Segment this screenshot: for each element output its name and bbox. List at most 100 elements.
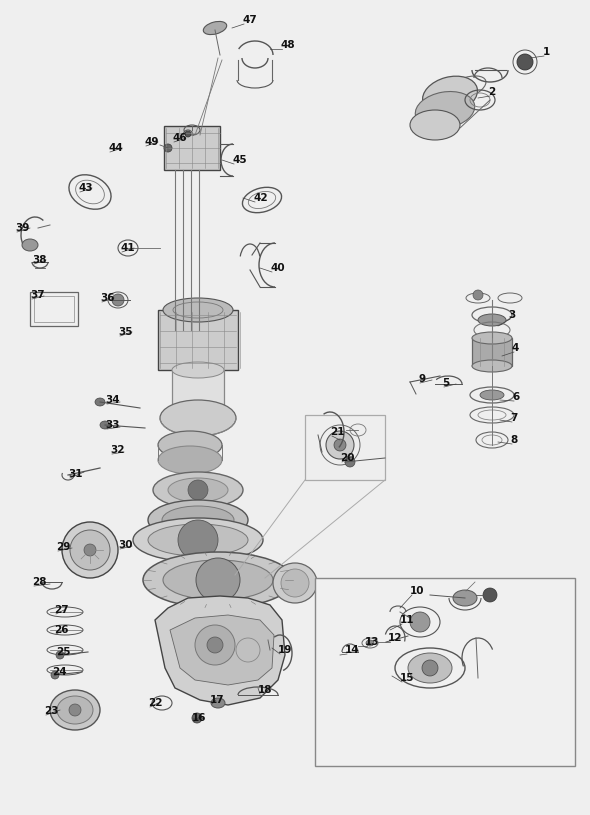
Text: 16: 16 bbox=[192, 713, 206, 723]
Ellipse shape bbox=[472, 332, 512, 344]
Ellipse shape bbox=[326, 431, 354, 459]
Ellipse shape bbox=[334, 439, 346, 451]
Text: 49: 49 bbox=[144, 137, 159, 147]
Text: 17: 17 bbox=[210, 695, 225, 705]
Ellipse shape bbox=[453, 590, 477, 606]
Ellipse shape bbox=[153, 472, 243, 508]
Text: 8: 8 bbox=[510, 435, 517, 445]
Ellipse shape bbox=[148, 500, 248, 540]
Ellipse shape bbox=[22, 239, 38, 251]
Ellipse shape bbox=[204, 21, 227, 34]
Text: 38: 38 bbox=[32, 255, 47, 265]
Ellipse shape bbox=[473, 290, 483, 300]
Text: 20: 20 bbox=[340, 453, 355, 463]
Ellipse shape bbox=[163, 560, 273, 600]
Ellipse shape bbox=[163, 298, 233, 322]
Ellipse shape bbox=[188, 480, 208, 500]
Text: 40: 40 bbox=[270, 263, 284, 273]
Bar bbox=[172, 370, 224, 410]
Text: 31: 31 bbox=[68, 469, 83, 479]
Ellipse shape bbox=[162, 506, 234, 534]
Text: 28: 28 bbox=[32, 577, 47, 587]
Text: 41: 41 bbox=[120, 243, 135, 253]
Ellipse shape bbox=[143, 552, 293, 608]
Text: 33: 33 bbox=[105, 420, 120, 430]
Ellipse shape bbox=[211, 698, 225, 708]
Text: 14: 14 bbox=[345, 645, 360, 655]
Text: 9: 9 bbox=[418, 374, 425, 384]
Ellipse shape bbox=[158, 431, 222, 459]
Ellipse shape bbox=[281, 569, 309, 597]
Ellipse shape bbox=[133, 518, 263, 562]
Text: 12: 12 bbox=[388, 633, 402, 643]
Text: 47: 47 bbox=[242, 15, 257, 25]
Text: 30: 30 bbox=[118, 540, 133, 550]
Ellipse shape bbox=[51, 671, 59, 679]
Text: 24: 24 bbox=[52, 667, 67, 677]
Text: 23: 23 bbox=[44, 706, 58, 716]
Text: 42: 42 bbox=[253, 193, 268, 203]
Text: 7: 7 bbox=[510, 413, 517, 423]
Text: 10: 10 bbox=[410, 586, 424, 596]
Ellipse shape bbox=[345, 457, 355, 467]
Text: 2: 2 bbox=[488, 87, 495, 97]
Ellipse shape bbox=[50, 690, 100, 730]
Text: 34: 34 bbox=[105, 395, 120, 405]
Ellipse shape bbox=[69, 704, 81, 716]
Text: 1: 1 bbox=[543, 47, 550, 57]
Ellipse shape bbox=[56, 651, 64, 659]
Ellipse shape bbox=[178, 520, 218, 560]
Ellipse shape bbox=[517, 54, 533, 70]
Bar bbox=[315, 578, 575, 766]
Ellipse shape bbox=[422, 660, 438, 676]
Text: 48: 48 bbox=[280, 40, 294, 50]
Polygon shape bbox=[155, 596, 285, 705]
Ellipse shape bbox=[422, 76, 477, 114]
Ellipse shape bbox=[70, 530, 110, 570]
Ellipse shape bbox=[172, 362, 224, 378]
Ellipse shape bbox=[164, 144, 172, 152]
Polygon shape bbox=[170, 615, 274, 685]
Ellipse shape bbox=[207, 637, 223, 653]
Ellipse shape bbox=[196, 558, 240, 602]
Bar bbox=[305, 415, 385, 480]
Text: 35: 35 bbox=[118, 327, 133, 337]
Ellipse shape bbox=[185, 131, 191, 137]
Text: 44: 44 bbox=[108, 143, 123, 153]
Ellipse shape bbox=[148, 524, 248, 556]
Ellipse shape bbox=[236, 638, 260, 662]
Bar bbox=[158, 310, 238, 370]
Ellipse shape bbox=[160, 400, 236, 436]
Ellipse shape bbox=[192, 713, 202, 723]
Text: 32: 32 bbox=[110, 445, 124, 455]
Text: 46: 46 bbox=[172, 133, 186, 143]
Text: 26: 26 bbox=[54, 625, 68, 635]
Text: 39: 39 bbox=[15, 223, 30, 233]
Text: 15: 15 bbox=[400, 673, 415, 683]
Ellipse shape bbox=[62, 522, 118, 578]
Text: 18: 18 bbox=[258, 685, 273, 695]
Ellipse shape bbox=[366, 640, 374, 646]
Ellipse shape bbox=[273, 563, 317, 603]
Text: 6: 6 bbox=[512, 392, 519, 402]
Ellipse shape bbox=[472, 360, 512, 372]
Ellipse shape bbox=[57, 696, 93, 724]
Bar bbox=[30, 292, 78, 326]
Text: 13: 13 bbox=[365, 637, 379, 647]
Text: 11: 11 bbox=[400, 615, 415, 625]
Text: 21: 21 bbox=[330, 427, 345, 437]
Ellipse shape bbox=[195, 625, 235, 665]
Text: 25: 25 bbox=[56, 647, 70, 657]
Ellipse shape bbox=[483, 588, 497, 602]
Text: 22: 22 bbox=[148, 698, 162, 708]
Text: 3: 3 bbox=[508, 310, 515, 320]
Text: 5: 5 bbox=[442, 378, 449, 388]
Text: 45: 45 bbox=[232, 155, 247, 165]
Ellipse shape bbox=[158, 446, 222, 474]
Ellipse shape bbox=[112, 294, 124, 306]
Ellipse shape bbox=[478, 314, 506, 326]
Text: 27: 27 bbox=[54, 605, 68, 615]
Ellipse shape bbox=[100, 421, 110, 429]
Ellipse shape bbox=[95, 398, 105, 406]
Ellipse shape bbox=[410, 110, 460, 140]
